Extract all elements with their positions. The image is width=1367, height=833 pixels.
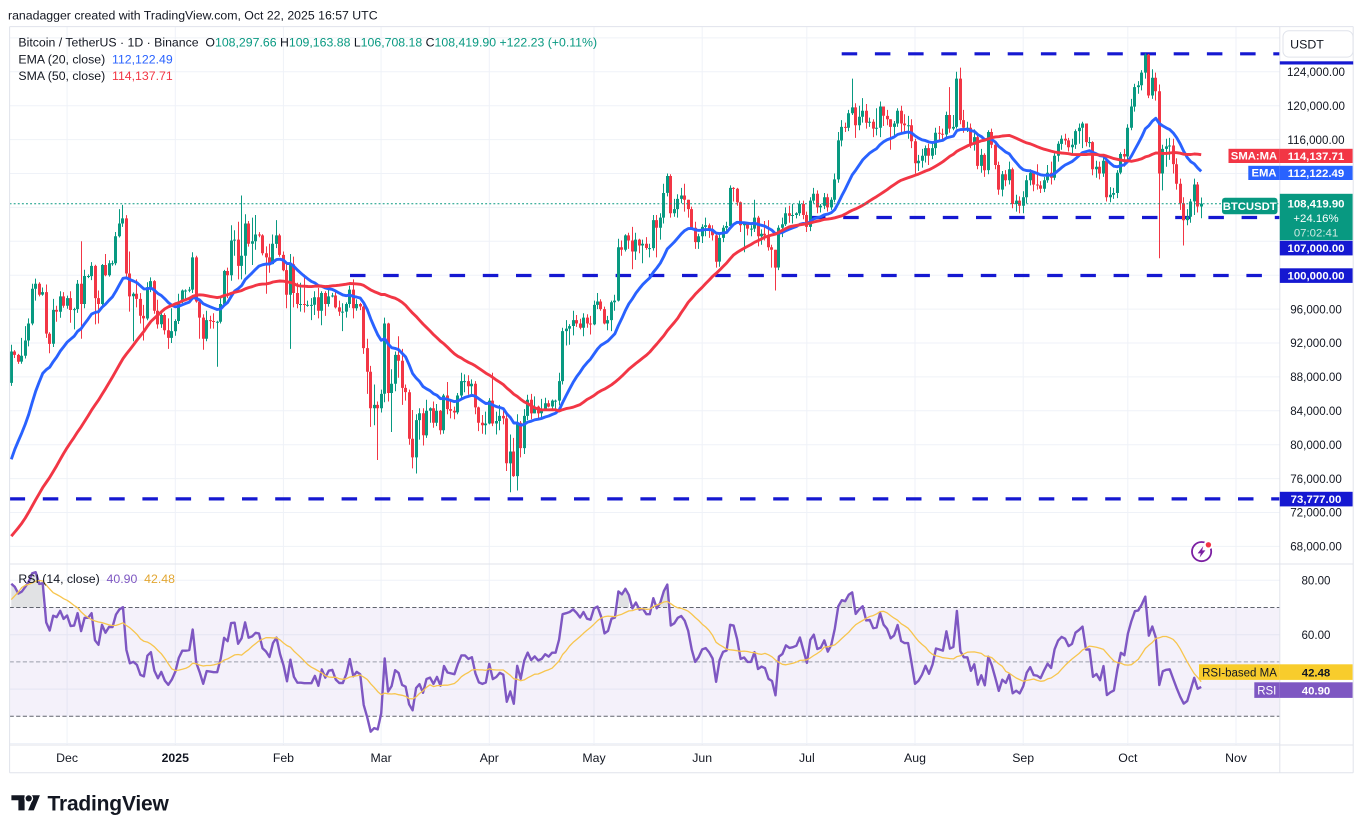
svg-text:72,000.00: 72,000.00: [1290, 507, 1342, 520]
svg-text:May: May: [582, 751, 606, 765]
svg-text:Sep: Sep: [1012, 751, 1034, 765]
svg-text:80.00: 80.00: [1301, 575, 1330, 588]
svg-text:Jun: Jun: [692, 751, 712, 765]
svg-text:84,000.00: 84,000.00: [1290, 405, 1342, 418]
svg-text:112,122.49: 112,122.49: [1288, 168, 1344, 180]
svg-text:Feb: Feb: [273, 751, 294, 765]
svg-text:Oct: Oct: [1118, 751, 1138, 765]
svg-text:TradingView: TradingView: [48, 793, 170, 816]
svg-text:68,000.00: 68,000.00: [1290, 541, 1342, 554]
svg-text:120,000.00: 120,000.00: [1287, 100, 1345, 113]
svg-text:Mar: Mar: [371, 751, 392, 765]
svg-text:108,419.90: 108,419.90: [1287, 198, 1344, 210]
svg-text:RSI (14, close) 40.90 42.48: RSI (14, close) 40.90 42.48: [18, 572, 175, 586]
svg-text:Dec: Dec: [56, 751, 78, 765]
svg-text:SMA (50, close) 114,137.71: SMA (50, close) 114,137.71: [18, 69, 172, 83]
svg-text:BTCUSDT: BTCUSDT: [1223, 201, 1277, 213]
svg-text:96,000.00: 96,000.00: [1290, 303, 1342, 316]
svg-text:60.00: 60.00: [1301, 629, 1330, 642]
svg-text:SMA:MA: SMA:MA: [1231, 151, 1277, 163]
svg-text:Bitcoin / TetherUS · 1D · Bina: Bitcoin / TetherUS · 1D · Binance O108,2…: [18, 36, 597, 50]
svg-text:42.48: 42.48: [1302, 668, 1331, 680]
svg-text:EMA: EMA: [1251, 168, 1276, 180]
svg-text:76,000.00: 76,000.00: [1290, 473, 1342, 486]
svg-text:Nov: Nov: [1225, 751, 1248, 765]
svg-text:88,000.00: 88,000.00: [1290, 371, 1342, 384]
svg-text:92,000.00: 92,000.00: [1290, 337, 1342, 350]
svg-text:116,000.00: 116,000.00: [1287, 134, 1344, 147]
svg-text:RSI: RSI: [1257, 685, 1276, 697]
svg-text:Aug: Aug: [904, 751, 926, 765]
svg-text:ranadagger created with Tradin: ranadagger created with TradingView.com,…: [8, 8, 378, 22]
svg-text:RSI-based MA: RSI-based MA: [1202, 667, 1277, 679]
svg-text:40.90: 40.90: [1302, 686, 1331, 698]
svg-text:USDT: USDT: [1290, 37, 1324, 51]
svg-text:73,777.00: 73,777.00: [1291, 494, 1342, 506]
svg-text:80,000.00: 80,000.00: [1290, 439, 1342, 452]
svg-text:100,000.00: 100,000.00: [1287, 271, 1344, 283]
svg-text:Apr: Apr: [480, 751, 499, 765]
svg-text:EMA (20, close) 112,122.49: EMA (20, close) 112,122.49: [18, 52, 172, 66]
svg-text:07:02:41: 07:02:41: [1294, 227, 1338, 239]
svg-text:107,000.00: 107,000.00: [1287, 243, 1344, 255]
svg-text:124,000.00: 124,000.00: [1287, 66, 1345, 79]
svg-text:114,137.71: 114,137.71: [1288, 151, 1345, 163]
svg-text:2025: 2025: [162, 751, 190, 765]
svg-text:+24.16%: +24.16%: [1293, 213, 1338, 225]
svg-text:Jul: Jul: [799, 751, 815, 765]
